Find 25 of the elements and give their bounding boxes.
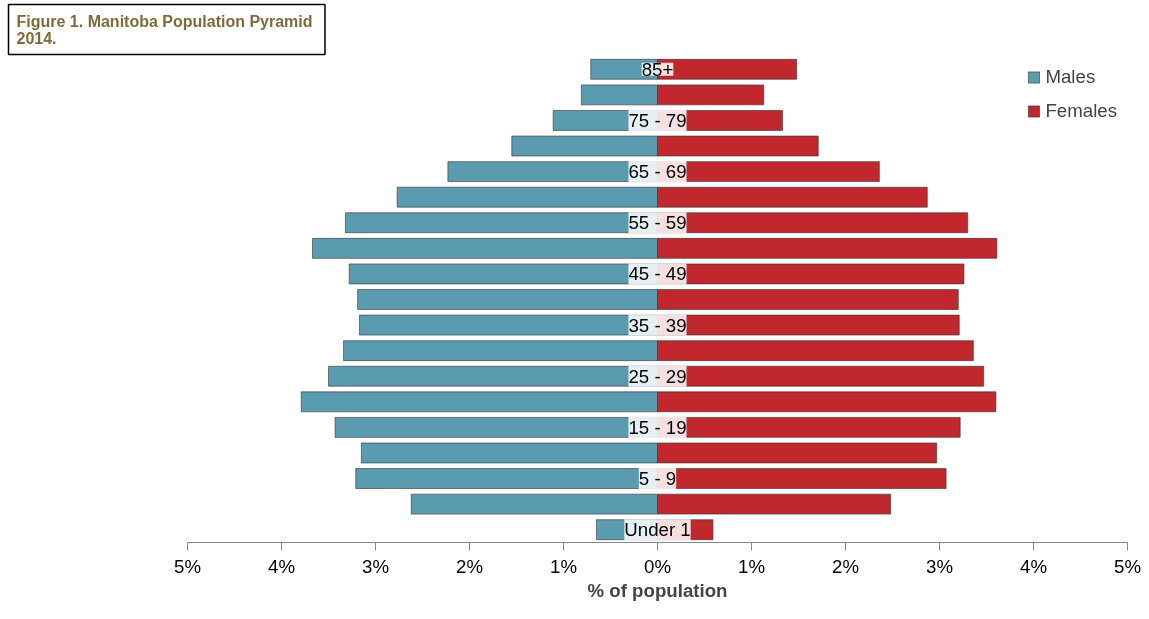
y-tick-label: 35 - 39 xyxy=(628,314,687,336)
x-tick-label: 4% xyxy=(1020,555,1047,577)
y-tick-label: 55 - 59 xyxy=(628,212,687,234)
x-tick-label: 2% xyxy=(456,555,483,577)
y-tick-label: 85+ xyxy=(641,58,674,80)
x-tick-label: 1% xyxy=(738,555,765,577)
x-tick-label: 3% xyxy=(926,555,953,577)
y-tick-label: 75 - 79 xyxy=(628,109,687,131)
x-tick-label: 5% xyxy=(174,555,201,577)
y-tick-label: 65 - 69 xyxy=(628,161,687,183)
y-tick-label: 5 - 9 xyxy=(638,468,677,490)
x-tick-label: 4% xyxy=(268,555,295,577)
y-tick-label: 25 - 29 xyxy=(628,365,687,387)
x-tick-label: 3% xyxy=(362,555,389,577)
y-tick-label: 45 - 49 xyxy=(628,263,687,285)
x-axis-title: % of population xyxy=(587,579,728,601)
y-tick-label: Under 1 xyxy=(624,519,691,541)
chart-title: Figure 1. Manitoba Population Pyramid 2014. xyxy=(16,12,313,47)
x-tick-label: 1% xyxy=(550,555,577,577)
legend-label: Males xyxy=(1045,66,1096,88)
x-tick-label: 0% xyxy=(644,555,671,577)
y-tick-label: 15 - 19 xyxy=(628,416,687,438)
legend-label: Females xyxy=(1045,100,1117,122)
x-tick-label: 2% xyxy=(832,555,859,577)
x-tick-label: 5% xyxy=(1114,555,1141,577)
